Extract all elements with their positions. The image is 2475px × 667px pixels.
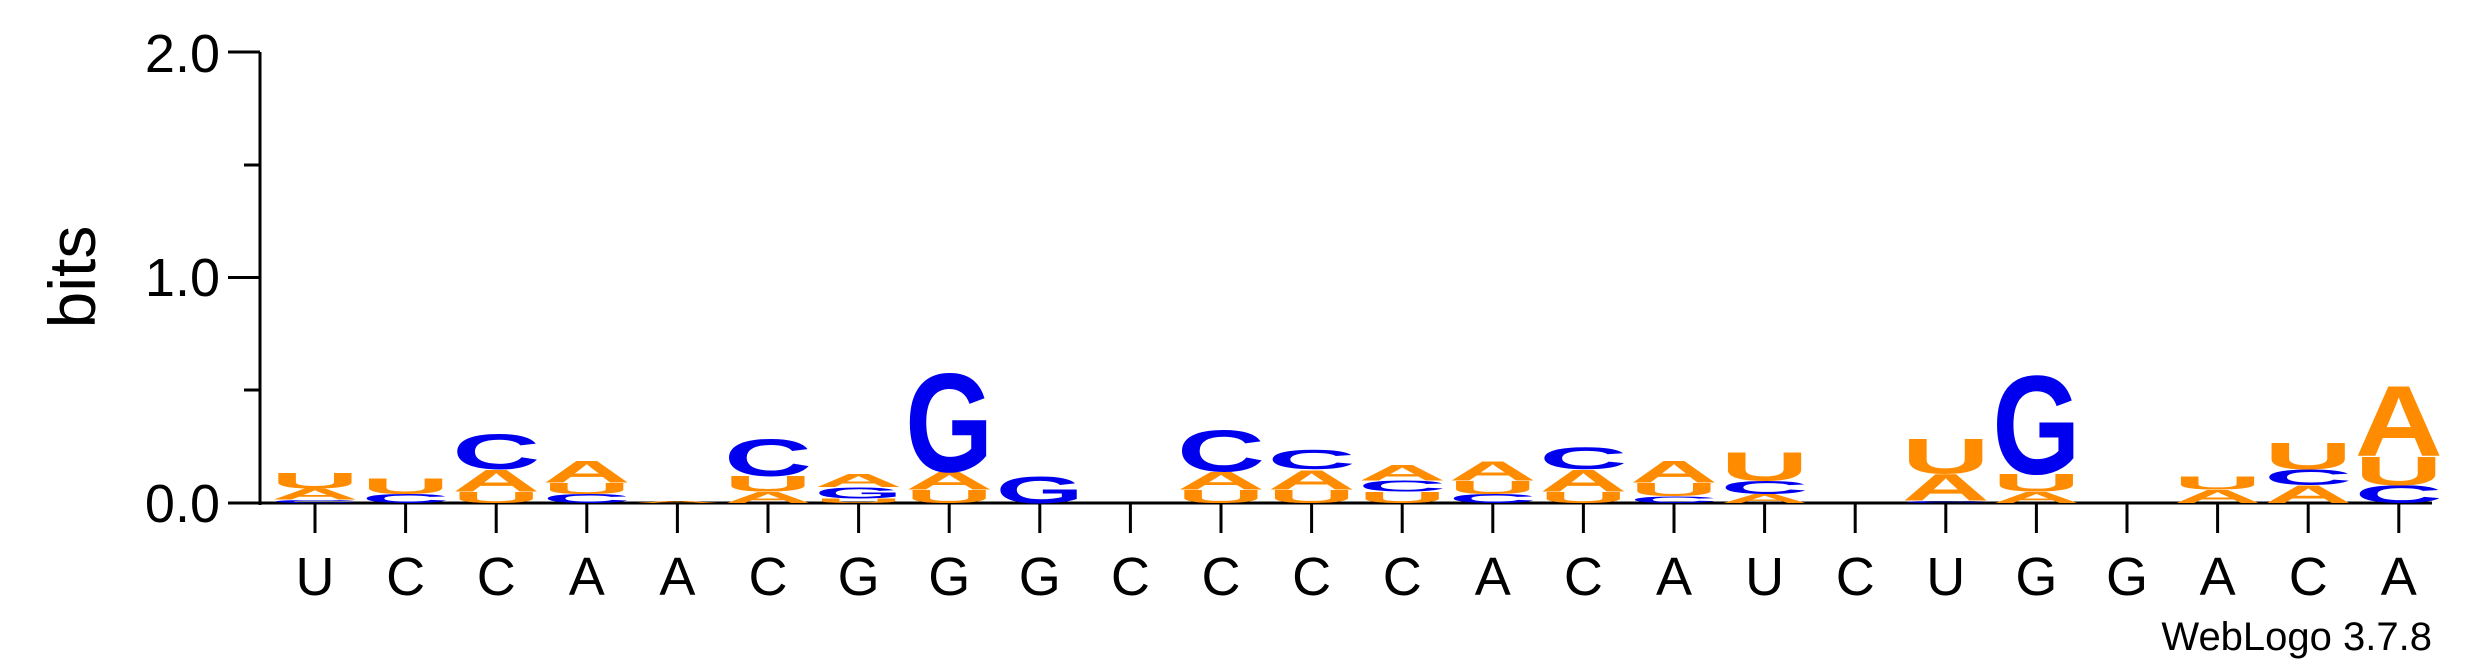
logo-glyph: G — [996, 469, 1084, 511]
logo-glyph: U — [1902, 429, 1990, 485]
logo-glyph: U — [452, 489, 540, 506]
position-label: C — [386, 547, 425, 607]
y-tick-label-1: 1.0 — [145, 248, 220, 308]
logo-glyph: A — [1721, 492, 1809, 506]
position-label: C — [1202, 547, 1241, 607]
logo-glyph: U — [362, 474, 450, 499]
logo-glyph: G — [1992, 347, 2080, 505]
logo-glyph: A — [1177, 467, 1265, 495]
position-label: A — [1475, 547, 1511, 607]
logo-glyph: G — [905, 345, 993, 503]
logo-glyph: A — [1630, 454, 1718, 489]
x-ticks — [313, 503, 2401, 533]
logo-glyph: U — [1449, 477, 1537, 498]
logo-glyph: U — [1721, 444, 1809, 489]
logo-glyph: U — [2355, 449, 2443, 494]
logo-glyph: U — [1177, 486, 1265, 507]
logo-glyph: C — [1449, 492, 1537, 506]
position-label: C — [1383, 547, 1422, 607]
logo-glyph: C — [1358, 478, 1446, 495]
logo-glyph: A — [905, 467, 993, 495]
position-label: C — [749, 547, 788, 607]
logo-glyph: C — [1721, 477, 1809, 498]
position-label: A — [2200, 547, 2236, 607]
y-tick-label-2: 2.0 — [145, 24, 220, 84]
logo-glyph: A — [452, 463, 540, 498]
position-label: C — [2289, 547, 2328, 607]
position-label: A — [1656, 547, 1692, 607]
logo-glyph: A — [2174, 486, 2262, 507]
logo-glyph: C — [362, 492, 450, 506]
logo-glyph: U — [1992, 469, 2080, 497]
logo-glyph: A — [2264, 480, 2352, 508]
weblogo-credit: WebLogo 3.7.8 — [2161, 615, 2432, 659]
position-label: U — [1745, 547, 1784, 607]
logo-glyph: C — [452, 424, 540, 480]
logo-glyph: U — [1358, 489, 1446, 506]
position-label: G — [838, 547, 880, 607]
position-label: A — [569, 547, 605, 607]
position-label: G — [928, 547, 970, 607]
position-label: C — [1564, 547, 1603, 607]
position-label: G — [1019, 547, 1061, 607]
logo-glyph: U — [1539, 489, 1627, 506]
logo-glyph: C — [2355, 480, 2443, 508]
y-axis-label: bits — [35, 226, 109, 329]
logo-glyph: U — [2264, 435, 2352, 477]
logo-glyph: A — [2355, 365, 2443, 477]
y-tick-label-0: 0.0 — [145, 474, 220, 534]
logo-glyph: A — [271, 486, 359, 503]
position-label: A — [2381, 547, 2417, 607]
logo-glyph: A — [1539, 463, 1627, 498]
y-axis: 0.0 1.0 2.0 bits — [35, 24, 262, 534]
position-label: G — [2106, 547, 2148, 607]
logo-glyph: C — [724, 428, 812, 487]
position-label: C — [1836, 547, 1875, 607]
logo-glyph: U — [724, 472, 812, 497]
logo-glyph: A — [815, 470, 903, 491]
logo-glyph: C — [543, 492, 631, 506]
logo-glyph: A — [1268, 464, 1356, 496]
position-label: U — [1926, 547, 1965, 607]
position-label: U — [296, 547, 335, 607]
logo-glyph: A — [724, 489, 812, 506]
position-label: C — [477, 547, 516, 607]
logo-glyph: A — [1449, 455, 1537, 487]
logo-glyph: A — [1358, 461, 1446, 486]
logo-glyph: C — [1268, 444, 1356, 476]
logo-glyph: C — [271, 499, 359, 504]
position-label: G — [2015, 547, 2057, 607]
logo-glyph: G — [815, 485, 903, 502]
logo-glyph: U — [2174, 473, 2262, 494]
logo-glyph: U — [905, 486, 993, 507]
logo-glyph: A — [633, 500, 721, 503]
logo-glyph: U — [1630, 479, 1718, 500]
logo-glyph: U — [1268, 486, 1356, 507]
logo-glyph: A — [543, 454, 631, 489]
position-label: C — [1292, 547, 1331, 607]
logo-glyph: A — [1902, 467, 1990, 509]
position-label: C — [1111, 547, 1150, 607]
logo-glyph: C — [1177, 418, 1265, 484]
logo-glyph: C — [1630, 495, 1718, 505]
logo-glyph: U — [271, 469, 359, 494]
logo-glyph: U — [543, 480, 631, 497]
logo-glyph: U — [815, 497, 903, 504]
logo-glyph: A — [1992, 489, 2080, 506]
position-label: A — [659, 547, 695, 607]
logo-glyph: C — [2264, 465, 2352, 490]
logo-glyph: C — [1539, 441, 1627, 476]
logo-glyph: C — [1902, 500, 1990, 503]
